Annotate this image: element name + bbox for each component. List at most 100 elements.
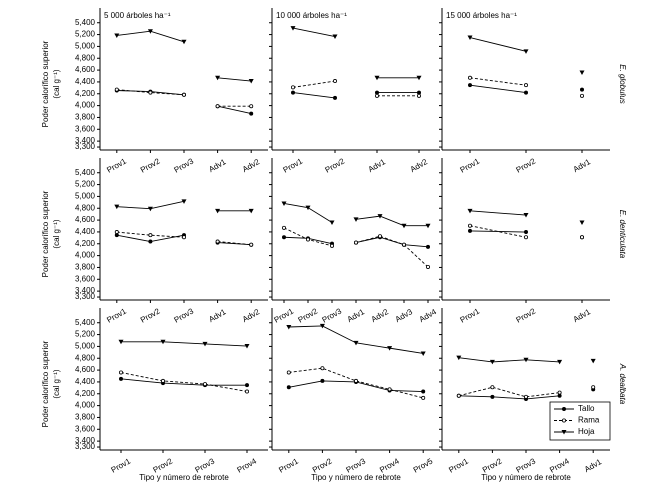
marker xyxy=(374,75,380,81)
marker xyxy=(467,35,473,41)
series-line xyxy=(469,77,527,86)
x-tick-label: Adv3 xyxy=(394,307,415,324)
marker xyxy=(332,95,337,100)
series-line xyxy=(458,357,560,363)
marker xyxy=(590,358,596,364)
y-tick-label: 5,200 xyxy=(75,330,96,339)
legend-label: Tallo xyxy=(578,404,595,413)
series xyxy=(467,35,585,75)
y-tick-label: 5,000 xyxy=(75,342,96,351)
marker xyxy=(160,339,166,345)
marker xyxy=(467,228,472,233)
marker xyxy=(467,208,473,214)
x-tick-label: Prov1 xyxy=(459,156,482,175)
series xyxy=(114,87,254,109)
x-tick-label: Prov2 xyxy=(139,156,162,175)
x-tick-label: Prov3 xyxy=(194,456,217,475)
y-tick-label: 4,400 xyxy=(75,77,96,86)
marker xyxy=(467,75,472,80)
y-tick-label: 3,800 xyxy=(75,413,96,422)
marker xyxy=(249,111,254,116)
series-line xyxy=(469,84,527,94)
marker xyxy=(401,223,407,229)
marker xyxy=(114,87,119,92)
series xyxy=(290,26,422,81)
x-tick-label: Prov2 xyxy=(515,156,538,175)
x-tick-label: Prov3 xyxy=(321,306,344,325)
series-line xyxy=(292,80,336,88)
series-line xyxy=(355,215,428,227)
y-tick-label: 3,800 xyxy=(75,113,96,122)
series-line xyxy=(121,341,248,347)
marker xyxy=(320,366,325,371)
y-tick-label: 3,400 xyxy=(75,436,96,445)
panel-title: 10 000 árboles ha⁻¹ xyxy=(276,11,347,20)
series-line xyxy=(458,395,560,400)
y-tick-label: 5,400 xyxy=(75,168,96,177)
marker xyxy=(147,29,153,34)
marker xyxy=(119,370,124,375)
marker xyxy=(160,378,165,383)
series-line xyxy=(469,37,527,52)
marker xyxy=(416,90,421,95)
marker xyxy=(290,90,295,95)
marker xyxy=(181,92,186,97)
y-axis-label: Poder calorífico superior xyxy=(41,340,50,427)
marker xyxy=(281,235,286,240)
x-tick-label: Prov1 xyxy=(105,156,128,175)
marker xyxy=(524,230,529,235)
series-line xyxy=(217,242,252,246)
legend-marker xyxy=(562,418,567,423)
x-tick-label: Prov3 xyxy=(173,306,196,325)
x-tick-label: Prov1 xyxy=(277,456,300,475)
y-tick-label: 4,800 xyxy=(75,203,96,212)
x-tick-label: Prov2 xyxy=(515,306,538,325)
marker xyxy=(118,339,124,345)
marker xyxy=(456,355,462,361)
panel-title: 15 000 árboles ha⁻¹ xyxy=(446,11,517,20)
series xyxy=(467,83,585,95)
x-tick-label: Prov3 xyxy=(515,456,538,475)
y-tick-label: 4,600 xyxy=(75,65,96,74)
x-tick-label: Prov4 xyxy=(236,456,259,475)
marker xyxy=(329,243,334,248)
legend-label: Rama xyxy=(578,416,600,425)
marker xyxy=(248,79,254,84)
marker xyxy=(524,83,529,88)
x-tick-label: Prov2 xyxy=(139,306,162,325)
series-line xyxy=(217,105,252,115)
x-tick-label: Prov2 xyxy=(152,456,175,475)
series xyxy=(286,366,426,400)
marker xyxy=(387,387,392,392)
x-tick-label: Adv1 xyxy=(207,307,228,324)
series xyxy=(467,223,585,240)
series xyxy=(118,339,250,349)
marker xyxy=(353,340,359,346)
marker xyxy=(557,390,562,395)
x-tick-label: Prov1 xyxy=(282,156,305,175)
marker xyxy=(202,382,207,387)
marker xyxy=(523,213,529,218)
y-tick-label: 3,600 xyxy=(75,424,96,433)
series-line xyxy=(217,77,252,82)
y-tick-label: 4,200 xyxy=(75,239,96,248)
series-line xyxy=(217,241,252,246)
x-tick-label: Prov1 xyxy=(110,456,133,475)
y-tick-label: 3,800 xyxy=(75,263,96,272)
marker xyxy=(467,223,472,228)
marker xyxy=(305,205,311,211)
marker xyxy=(421,395,426,400)
marker xyxy=(425,264,430,269)
y-tick-label: 4,600 xyxy=(75,215,96,224)
series-line xyxy=(120,372,248,392)
marker xyxy=(114,33,120,38)
y-tick-label: 5,000 xyxy=(75,42,96,51)
y-tick-label: 4,200 xyxy=(75,389,96,398)
series-line xyxy=(116,231,185,238)
marker xyxy=(456,393,461,398)
marker xyxy=(181,235,186,240)
marker xyxy=(580,93,585,98)
y-axis-label: Poder calorífico superior xyxy=(41,40,50,127)
series-line xyxy=(355,235,429,268)
